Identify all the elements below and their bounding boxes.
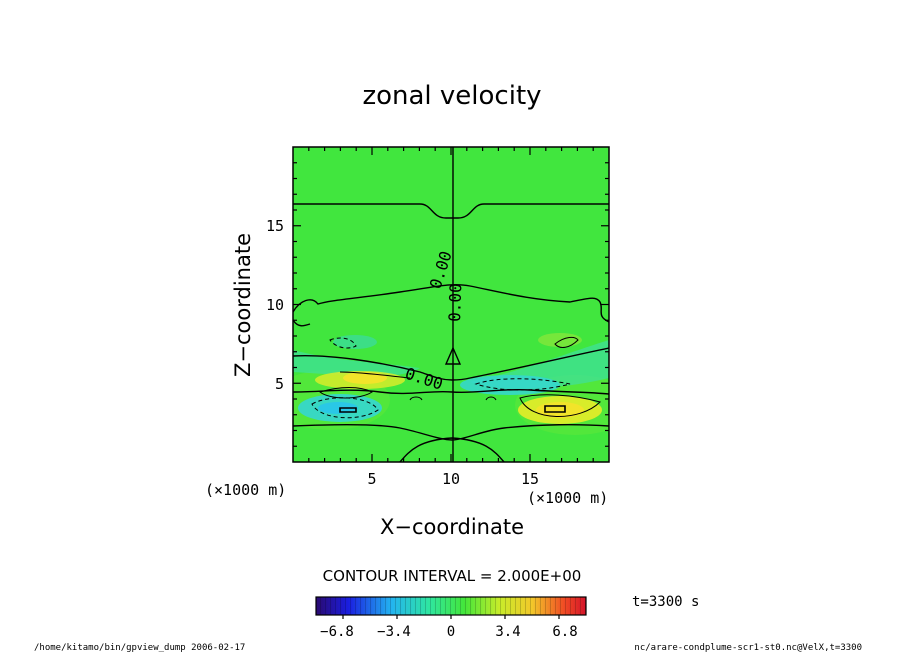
- x-tick-label: 5: [367, 470, 376, 488]
- x-tick-label: 15: [521, 470, 539, 488]
- x-axis: [308, 147, 594, 462]
- plot-area: 0.00 0.00 0.00: [293, 147, 609, 462]
- footer-right: nc/arare-condplume-scr1-st0.nc@VelX,t=33…: [634, 643, 862, 653]
- colorbar-tick-label: 6.8: [552, 624, 577, 640]
- chart-title: zonal velocity: [362, 81, 541, 111]
- colorbar-tick-label: 3.4: [495, 624, 520, 640]
- x-tick-label: 10: [442, 470, 460, 488]
- contour-interval: CONTOUR INTERVAL = 2.000E+00: [323, 567, 582, 585]
- contour-lines: [293, 147, 609, 462]
- time-label: t=3300 s: [632, 594, 699, 610]
- x-axis-title: X−coordinate: [380, 515, 524, 539]
- colorbar-tick-label: −3.4: [377, 624, 411, 640]
- y-axis: [293, 162, 609, 447]
- y-unit-label: (×1000 m): [205, 481, 286, 499]
- y-tick-label: 5: [275, 375, 284, 393]
- colorbar: [315, 596, 587, 616]
- y-tick-label: 10: [266, 296, 284, 314]
- colorbar-ticks: [342, 615, 560, 619]
- colorbar-tick-label: −6.8: [320, 624, 354, 640]
- colorbar-tick-label: 0: [447, 624, 455, 640]
- y-axis-title: Z−coordinate: [231, 233, 255, 377]
- contour-label: 0.00: [445, 283, 465, 322]
- footer-left: /home/kitamo/bin/gpview_dump 2006-02-17: [34, 643, 245, 653]
- x-unit-label: (×1000 m): [527, 489, 608, 507]
- negative-contours: [311, 337, 571, 419]
- y-tick-label: 15: [266, 217, 284, 235]
- colorbar-stripes: [316, 597, 586, 615]
